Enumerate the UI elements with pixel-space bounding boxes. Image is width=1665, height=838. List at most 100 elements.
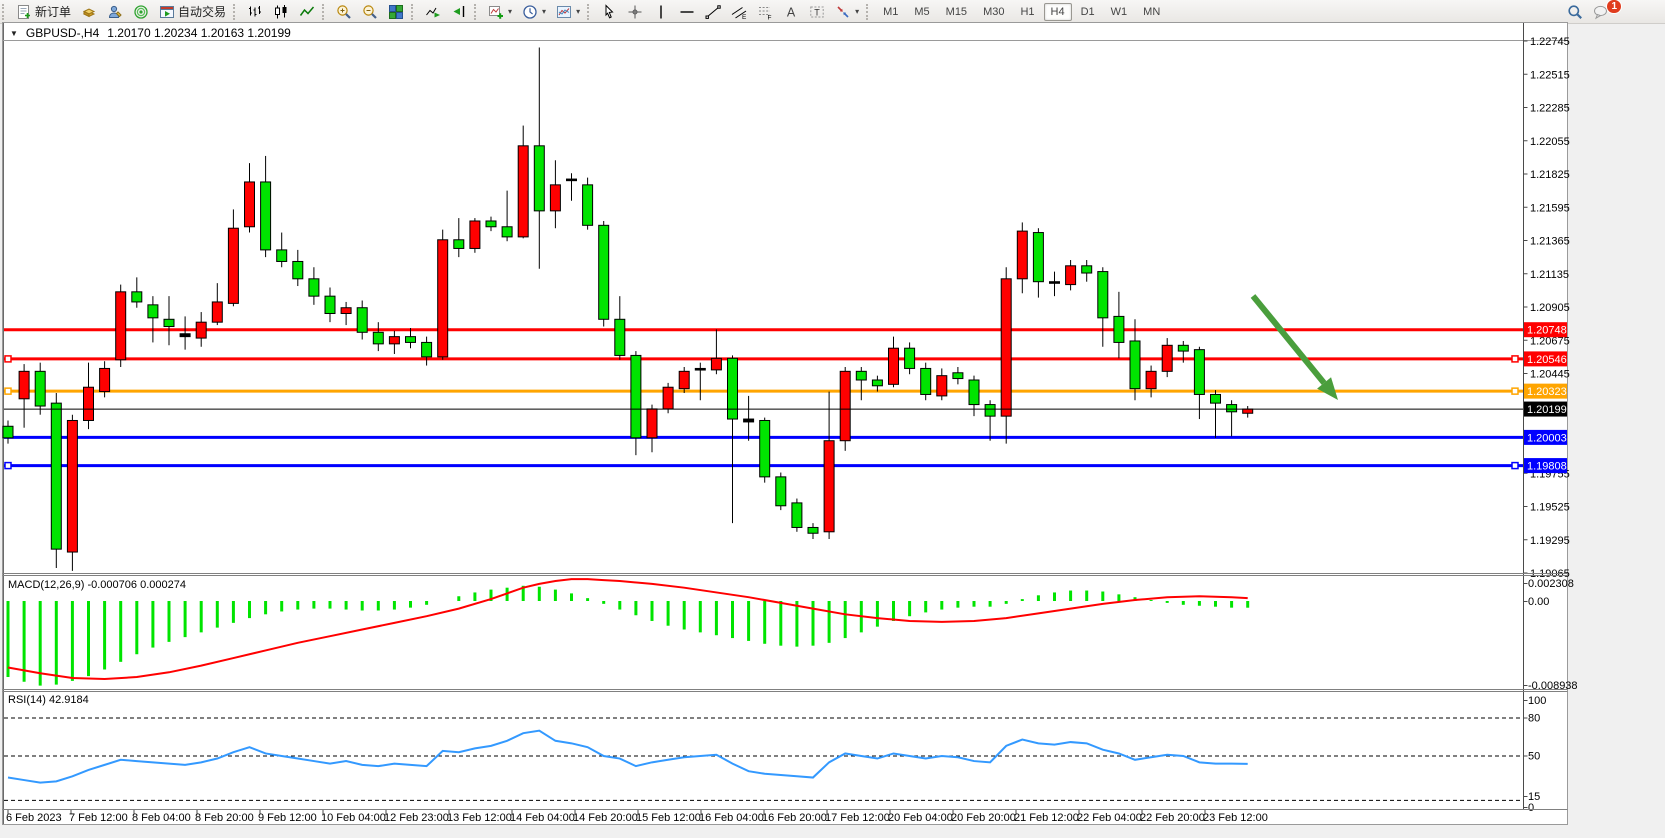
rsi-panel[interactable]: RSI(14) 42.9184 bbox=[4, 694, 1523, 801]
zoom-in-button[interactable] bbox=[332, 2, 356, 22]
arrows-button[interactable]: ▾ bbox=[831, 2, 863, 22]
profile-button[interactable] bbox=[103, 2, 127, 22]
notifications-button[interactable]: 1 bbox=[1589, 0, 1622, 22]
auto-trading-button[interactable]: 自动交易 bbox=[155, 1, 230, 22]
candle-body bbox=[630, 354, 642, 439]
candle-body bbox=[179, 333, 191, 338]
candle-body bbox=[517, 145, 529, 238]
time-axis[interactable]: 6 Feb 2023 7 Feb 12:00 8 Feb 04:00 8 Feb 20… bbox=[6, 810, 1268, 824]
macd-signal-line bbox=[7, 578, 1248, 680]
horizontal-line-button[interactable] bbox=[675, 2, 699, 22]
rsi-axis-label: 15 bbox=[1528, 791, 1540, 803]
timeframe-M15-button[interactable]: M15 bbox=[945, 5, 968, 18]
window-menu-icon[interactable]: ▼ bbox=[10, 28, 18, 38]
svg-text:1.20546: 1.20546 bbox=[1527, 354, 1567, 366]
indicators-icon bbox=[488, 4, 504, 20]
price-tick-label: 1.22285 bbox=[1530, 103, 1570, 115]
candle-body bbox=[227, 227, 239, 304]
main-chart-panel[interactable] bbox=[2, 47, 1523, 571]
price-badge-1.19808[interactable] bbox=[1524, 458, 1567, 474]
line-chart-button[interactable] bbox=[295, 2, 319, 22]
candle-body bbox=[99, 367, 111, 393]
chart-window bbox=[2, 22, 1568, 825]
arrows-icon bbox=[835, 4, 851, 20]
auto-scroll-button[interactable] bbox=[421, 2, 445, 22]
date-label: 6 Feb 2023 bbox=[6, 812, 62, 824]
candle-body bbox=[453, 239, 465, 249]
timeframe-M5-button[interactable]: M5 bbox=[914, 5, 930, 18]
signal-icon bbox=[133, 4, 149, 20]
candlestick-series bbox=[2, 47, 1254, 571]
timeframe-W1-button[interactable]: W1 bbox=[1110, 5, 1128, 18]
line-handle[interactable] bbox=[1511, 461, 1519, 470]
candle-body bbox=[984, 404, 996, 417]
trendline-button[interactable] bbox=[701, 2, 725, 22]
chart-shift-button[interactable] bbox=[447, 2, 471, 22]
price-badge-1.20748[interactable] bbox=[1524, 322, 1567, 338]
rsi-axis-label: 50 bbox=[1528, 751, 1540, 763]
templates-button[interactable]: ▾ bbox=[552, 2, 584, 22]
notification-badge: 1 bbox=[1606, 0, 1622, 14]
date-label: 17 Feb 12:00 bbox=[825, 812, 890, 824]
line-handle[interactable] bbox=[4, 461, 12, 470]
candle-body bbox=[324, 295, 336, 315]
current-price-badge[interactable] bbox=[1524, 401, 1567, 417]
price-tick-label: 1.19525 bbox=[1530, 502, 1570, 514]
macd-histogram bbox=[6, 585, 1250, 686]
line-handle[interactable] bbox=[1511, 387, 1519, 395]
date-label: 22 Feb 20:00 bbox=[1140, 812, 1205, 824]
candle-body bbox=[904, 347, 916, 369]
line-handle[interactable] bbox=[4, 355, 12, 363]
rsi-axis-label: 0 bbox=[1528, 802, 1534, 814]
candlestick-icon bbox=[273, 4, 289, 20]
zoom-out-button[interactable] bbox=[358, 2, 382, 22]
date-label: 8 Feb 04:00 bbox=[132, 812, 191, 824]
new-order-button[interactable]: 新订单 bbox=[12, 1, 75, 22]
signals-button[interactable] bbox=[129, 2, 153, 22]
line-handle[interactable] bbox=[1511, 355, 1519, 363]
line-handle[interactable] bbox=[4, 387, 12, 395]
candle-body bbox=[678, 370, 690, 390]
timeframe-H4-button[interactable]: H4 bbox=[1043, 2, 1072, 21]
fibonacci-button[interactable]: F bbox=[753, 2, 777, 22]
date-label: 16 Feb 04:00 bbox=[699, 812, 764, 824]
timeframe-MN-button[interactable]: MN bbox=[1143, 5, 1161, 18]
clock-icon bbox=[522, 4, 538, 20]
bar-chart-button[interactable] bbox=[243, 2, 267, 22]
candle-body bbox=[549, 184, 561, 212]
macd-panel[interactable]: MACD(12,26,9) -0.000706 0.000274 bbox=[6, 578, 1250, 686]
timeframe-H1-button[interactable]: H1 bbox=[1020, 5, 1035, 18]
template-icon bbox=[556, 4, 572, 20]
text-label-button[interactable]: T bbox=[805, 2, 829, 22]
price-badge-1.20003[interactable] bbox=[1524, 429, 1567, 445]
rsi-axis-label: 100 bbox=[1528, 695, 1546, 707]
candle-body bbox=[372, 331, 384, 345]
indicators-button[interactable]: ▾ bbox=[484, 2, 516, 22]
price-tick-label: 1.21135 bbox=[1530, 269, 1569, 281]
price-badge-1.20546[interactable] bbox=[1524, 351, 1567, 367]
vertical-line-button[interactable] bbox=[649, 2, 673, 22]
price-axis[interactable]: 1.22745 1.22515 1.22285 1.22055 1.21825 1.215… bbox=[1523, 23, 1578, 814]
periods-button[interactable]: ▾ bbox=[518, 2, 550, 22]
price-badge-1.20323[interactable] bbox=[1524, 383, 1567, 399]
tile-windows-button[interactable] bbox=[384, 2, 408, 22]
search-button[interactable] bbox=[1563, 2, 1587, 22]
text-button[interactable]: A bbox=[779, 2, 803, 22]
candle-body bbox=[1000, 278, 1012, 417]
timeframe-D1-button[interactable]: D1 bbox=[1080, 5, 1095, 18]
date-label: 10 Feb 04:00 bbox=[321, 812, 386, 824]
svg-text:A: A bbox=[787, 5, 796, 19]
arrow-annotation[interactable] bbox=[1250, 294, 1338, 400]
equidistant-channel-button[interactable]: E bbox=[727, 2, 751, 22]
main-toolbar: 新订单 自动交易 ▾ ▾ ▾ E F A T ▾ M1 M5 M15 M30 H1 H4 D1 W1 MN 1 bbox=[0, 0, 1665, 24]
gold-box-button[interactable] bbox=[77, 2, 101, 22]
toolbar-group-handle bbox=[322, 3, 329, 20]
candlestick-button[interactable] bbox=[269, 2, 293, 22]
timeframe-M30-button[interactable]: M30 bbox=[983, 5, 1005, 18]
crosshair-icon bbox=[627, 4, 643, 20]
crosshair-button[interactable] bbox=[623, 2, 647, 22]
timeframe-M1-button[interactable]: M1 bbox=[883, 5, 899, 18]
macd-axis-label: -0.008938 bbox=[1528, 680, 1578, 692]
cursor-button[interactable] bbox=[597, 2, 621, 22]
